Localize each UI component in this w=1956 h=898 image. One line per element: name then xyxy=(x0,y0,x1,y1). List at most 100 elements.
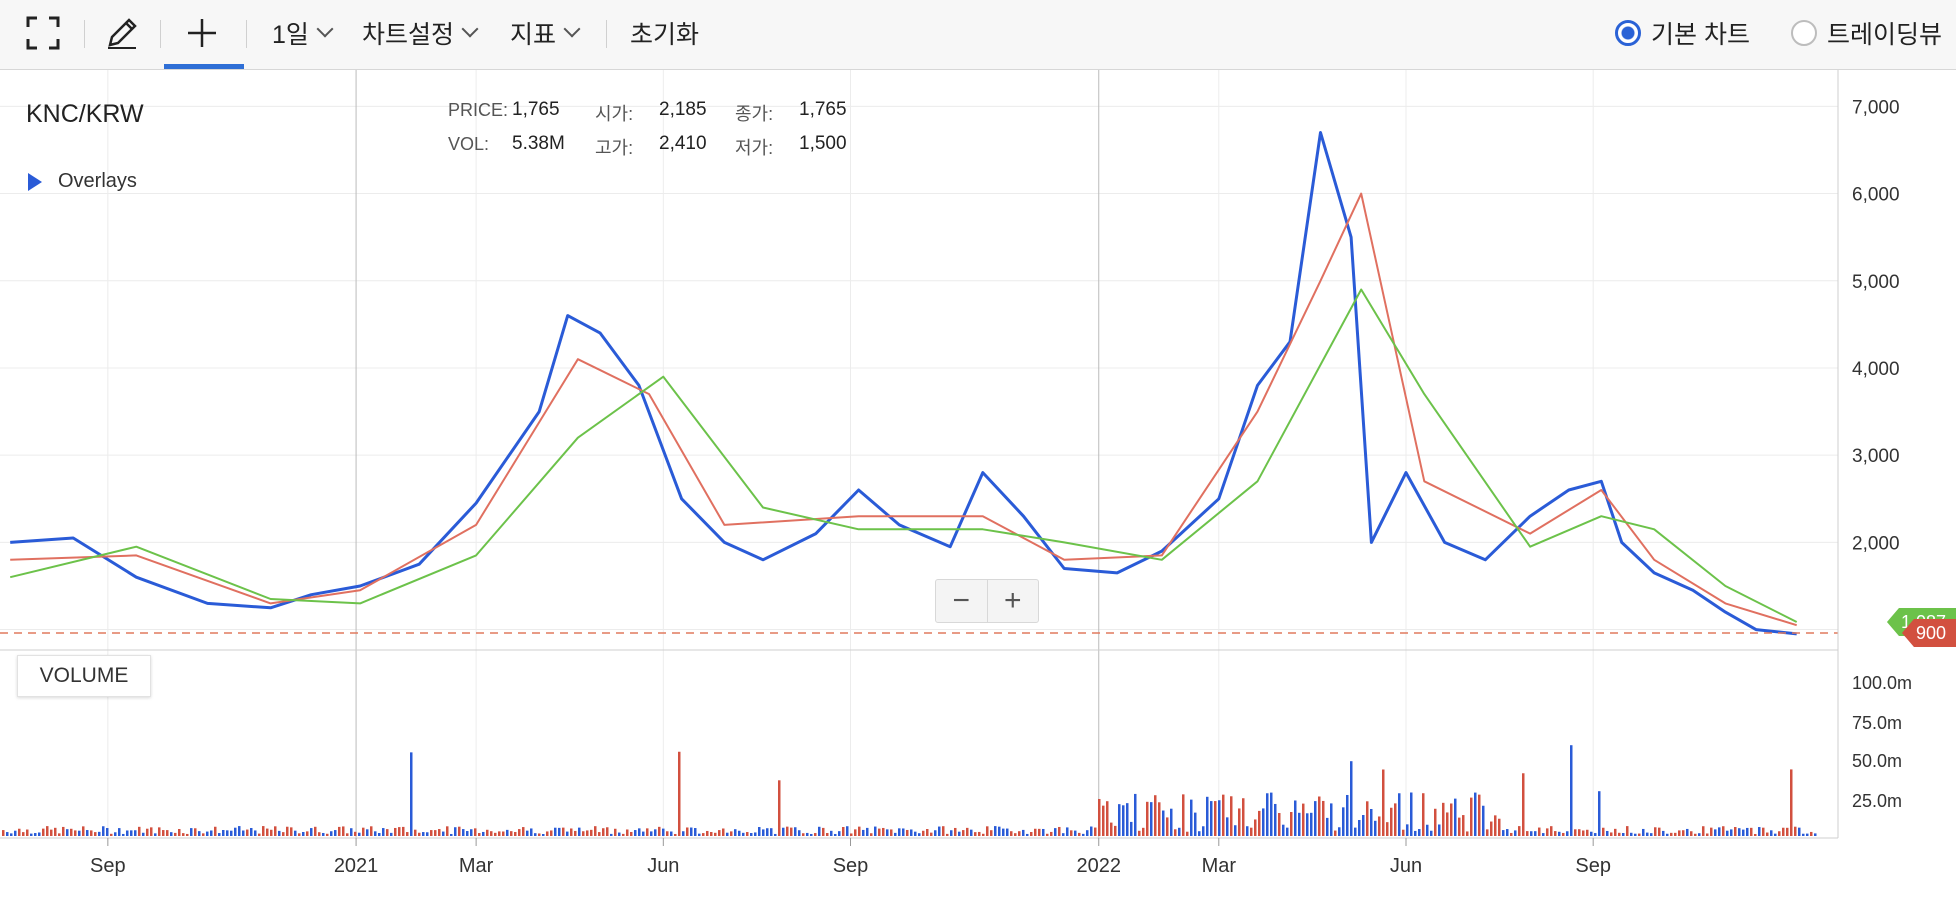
volume-bar xyxy=(290,827,293,836)
volume-bar xyxy=(490,831,493,836)
volume-bar xyxy=(870,833,873,836)
volume-bar xyxy=(1790,769,1793,836)
volume-bar xyxy=(838,831,841,836)
volume-bar xyxy=(1490,821,1493,836)
zoom-in-button[interactable]: + xyxy=(986,580,1039,622)
volume-bar xyxy=(666,831,669,836)
volume-bar xyxy=(1494,815,1497,836)
volume-bar xyxy=(714,832,717,836)
volume-bar xyxy=(310,828,313,836)
reset-button[interactable]: 초기화 xyxy=(630,0,699,66)
volume-bar xyxy=(1734,827,1737,836)
volume-bar xyxy=(1254,819,1257,836)
short-ma-line xyxy=(10,192,1797,627)
volume-bar xyxy=(182,833,185,836)
volume-bar xyxy=(1582,830,1585,836)
volume-bar xyxy=(1070,830,1073,836)
volume-bar xyxy=(970,829,973,836)
chart-settings-dropdown[interactable]: 차트설정 xyxy=(362,0,479,66)
volume-bar xyxy=(1674,832,1677,836)
price-tick-label: 3,000 xyxy=(1852,446,1900,467)
price-tick-label: 2,000 xyxy=(1852,533,1900,554)
volume-bar xyxy=(742,832,745,836)
fullscreen-icon[interactable] xyxy=(26,0,60,66)
interval-dropdown[interactable]: 1일 xyxy=(272,0,334,66)
overlays-toggle[interactable]: Overlays xyxy=(28,170,137,193)
volume-bar xyxy=(1642,828,1645,836)
indicators-dropdown[interactable]: 지표 xyxy=(510,0,581,66)
volume-bar xyxy=(1078,832,1081,836)
volume-bar xyxy=(534,833,537,836)
volume-bar xyxy=(1626,826,1629,836)
volume-bar xyxy=(1514,830,1517,836)
high-value: 2,410 xyxy=(659,133,707,154)
volume-bar xyxy=(1138,830,1141,836)
volume-bar xyxy=(1026,833,1029,836)
volume-bar xyxy=(850,833,853,836)
volume-bar xyxy=(1578,829,1581,836)
volume-bar xyxy=(58,833,61,836)
volume-bar xyxy=(326,833,329,836)
volume-bar xyxy=(1482,805,1485,836)
volume-bar xyxy=(1466,831,1469,836)
volume-bar xyxy=(1390,807,1393,836)
volume-bar xyxy=(738,830,741,836)
crosshair-plus-icon[interactable] xyxy=(186,0,218,66)
volume-bar xyxy=(430,830,433,836)
volume-bar xyxy=(1606,830,1609,836)
volume-bar xyxy=(1782,827,1785,836)
volume-bar xyxy=(1410,792,1413,836)
volume-bar xyxy=(1182,794,1185,836)
volume-bar xyxy=(930,832,933,836)
volume-bar xyxy=(158,827,161,836)
overlays-label: Overlays xyxy=(58,170,137,192)
volume-bar xyxy=(1346,794,1349,836)
volume-bar xyxy=(346,833,349,836)
volume-bar xyxy=(1402,829,1405,836)
volume-bar xyxy=(186,833,189,836)
chevron-down-icon xyxy=(316,20,334,38)
volume-bar xyxy=(98,831,101,836)
chart-area[interactable]: 7,000 6,000 5,000 4,000 3,000 2,000 100.0m 75.… xyxy=(0,70,1956,898)
volume-bar xyxy=(690,827,693,836)
volume-bar xyxy=(758,827,761,836)
volume-bar xyxy=(662,828,665,836)
volume-bar xyxy=(538,833,541,836)
volume-bar xyxy=(1702,826,1705,836)
volume-bar xyxy=(1122,805,1125,836)
volume-bar xyxy=(854,829,857,836)
volume-bar xyxy=(1614,828,1617,836)
volume-bar xyxy=(890,829,893,836)
volume-bar xyxy=(898,828,901,836)
volume-bar xyxy=(1214,801,1217,836)
volume-bar xyxy=(194,828,197,836)
interval-label: 1일 xyxy=(272,21,309,49)
pencil-icon[interactable] xyxy=(104,0,140,66)
tradingview-radio[interactable]: 트레이딩뷰 xyxy=(1791,0,1942,66)
open-key: 시가: xyxy=(595,104,634,124)
volume-bar xyxy=(1034,828,1037,836)
volume-bar xyxy=(1726,830,1729,836)
price-chart[interactable]: 7,000 6,000 5,000 4,000 3,000 2,000 100.0m 75.… xyxy=(0,70,1956,898)
volume-bar xyxy=(1610,832,1613,836)
volume-bar xyxy=(1570,745,1573,836)
volume-bar xyxy=(1518,826,1521,836)
volume-bar xyxy=(770,828,773,836)
volume-bar xyxy=(1326,817,1329,836)
volume-bar xyxy=(1006,828,1009,836)
volume-bar xyxy=(1358,819,1361,836)
volume-bar xyxy=(846,826,849,836)
volume-bar xyxy=(214,826,217,836)
basic-chart-radio[interactable]: 기본 차트 xyxy=(1615,0,1750,66)
volume-bar xyxy=(150,827,153,836)
volume-bar xyxy=(1486,829,1489,836)
volume-bar xyxy=(1542,833,1545,836)
volume-bar xyxy=(402,826,405,836)
volume-bar xyxy=(1098,798,1101,836)
volume-bar xyxy=(994,826,997,836)
volume-bar xyxy=(1506,829,1509,836)
zoom-out-button[interactable]: − xyxy=(952,584,971,617)
volume-bar xyxy=(682,831,685,836)
volume-bar xyxy=(1774,833,1777,836)
volume-bar xyxy=(114,832,117,836)
